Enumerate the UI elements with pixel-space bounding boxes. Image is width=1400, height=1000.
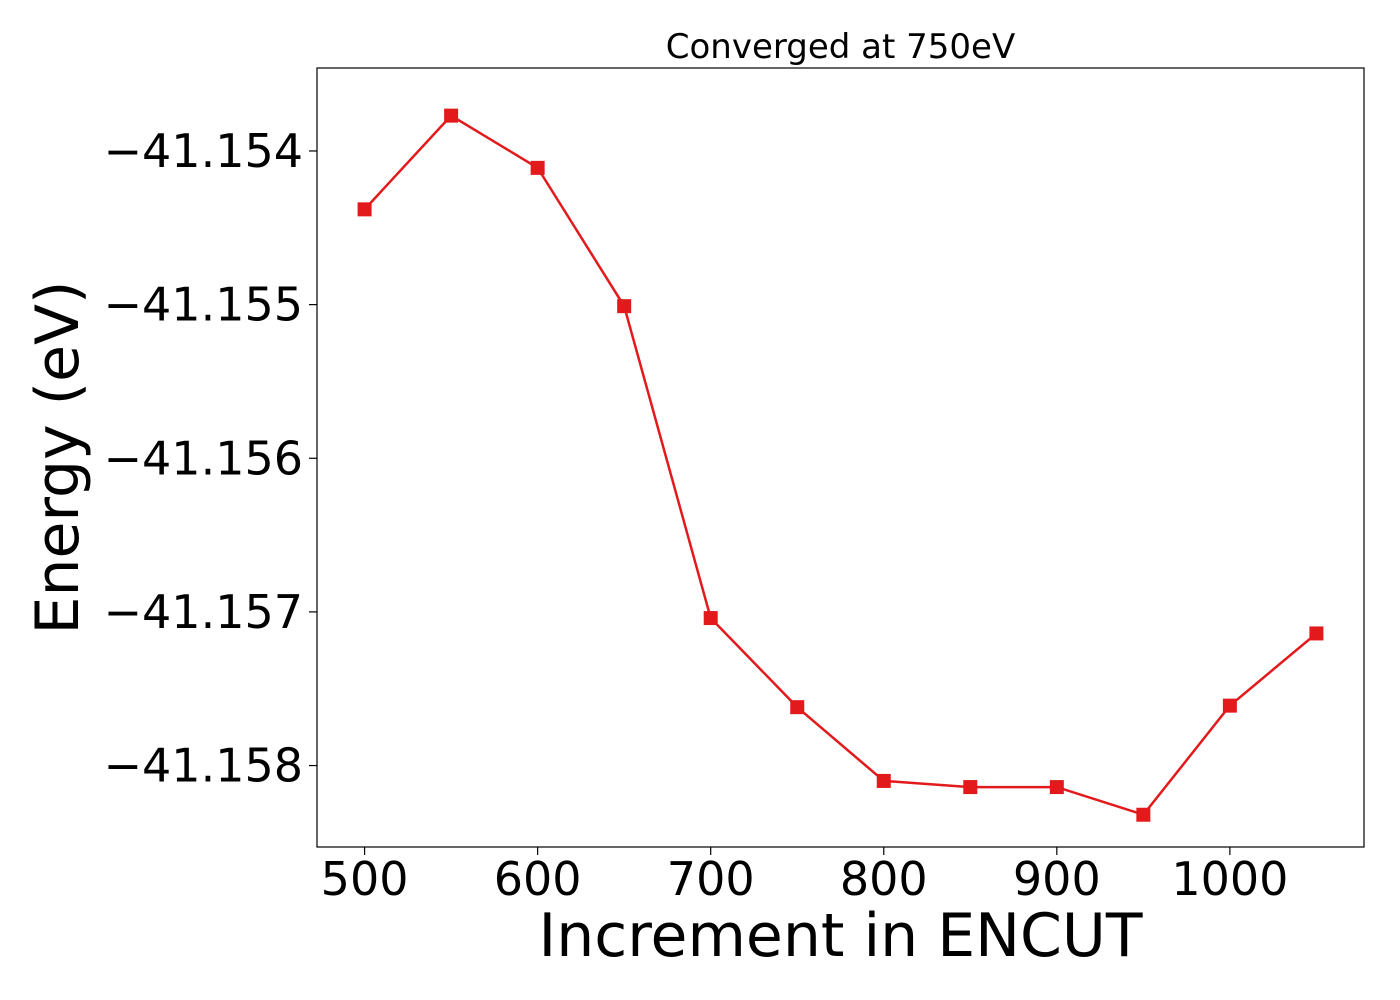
y-tick-label: −41.156 [104,431,304,485]
x-tick-label: 900 [1013,852,1101,906]
data-point-marker [530,160,545,175]
plot-area [357,108,1324,822]
data-point-marker [1222,698,1237,713]
y-tick-label: −41.158 [104,739,304,793]
series-line [363,114,1318,817]
plot-frame [316,67,1365,848]
data-point-marker [444,108,459,123]
data-point-marker [790,700,805,715]
x-tick-label: 600 [494,852,582,906]
y-axis-title: Energy (eV) [23,281,93,635]
y-tick-label: −41.157 [104,585,304,639]
y-tick-label: −41.154 [104,124,304,178]
x-axis-title: Increment in ENCUT [539,901,1143,971]
x-tick-label: 500 [321,852,409,906]
x-tick-label: 800 [840,852,928,906]
data-point-marker [617,299,632,314]
x-tick-label: 1000 [1171,852,1288,906]
data-point-marker [357,202,372,217]
data-point-marker [1136,807,1151,822]
axis-ticks: 500 600 700 800 900 1000 −41.154 −41.155 −41.156… [104,124,1289,906]
chart-title: Converged at 750eV [666,27,1015,67]
data-point-marker [876,773,891,788]
data-point-marker [963,780,978,795]
data-point-marker [1309,626,1324,641]
y-tick-label: −41.155 [104,278,304,332]
x-tick-label: 700 [667,852,755,906]
data-point-marker [703,611,718,626]
data-point-marker [1049,780,1064,795]
